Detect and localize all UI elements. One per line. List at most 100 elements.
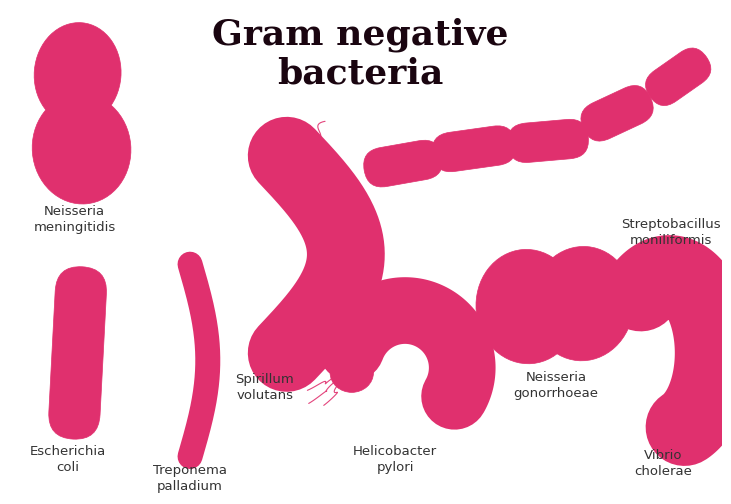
FancyBboxPatch shape: [545, 139, 551, 143]
Ellipse shape: [34, 23, 121, 125]
FancyBboxPatch shape: [584, 88, 650, 139]
FancyBboxPatch shape: [367, 142, 439, 185]
FancyBboxPatch shape: [648, 50, 708, 103]
FancyBboxPatch shape: [55, 284, 101, 422]
FancyBboxPatch shape: [56, 290, 99, 416]
Ellipse shape: [72, 67, 83, 81]
Ellipse shape: [542, 258, 624, 349]
FancyBboxPatch shape: [383, 152, 423, 175]
Ellipse shape: [345, 367, 358, 379]
Ellipse shape: [75, 71, 80, 77]
FancyBboxPatch shape: [518, 124, 578, 157]
FancyBboxPatch shape: [531, 132, 565, 150]
Ellipse shape: [78, 145, 85, 153]
FancyBboxPatch shape: [605, 104, 629, 122]
FancyBboxPatch shape: [599, 99, 635, 127]
FancyBboxPatch shape: [436, 128, 512, 170]
FancyBboxPatch shape: [675, 75, 681, 79]
Ellipse shape: [39, 101, 124, 197]
Ellipse shape: [37, 26, 118, 121]
FancyBboxPatch shape: [443, 132, 505, 166]
Ellipse shape: [504, 280, 551, 333]
Ellipse shape: [49, 40, 107, 108]
FancyBboxPatch shape: [53, 278, 102, 428]
FancyBboxPatch shape: [651, 53, 705, 101]
Ellipse shape: [531, 246, 634, 361]
Ellipse shape: [66, 60, 89, 88]
Ellipse shape: [36, 97, 128, 200]
Ellipse shape: [493, 269, 561, 345]
FancyBboxPatch shape: [61, 301, 95, 405]
Ellipse shape: [58, 123, 105, 174]
FancyBboxPatch shape: [453, 137, 495, 160]
FancyBboxPatch shape: [439, 130, 509, 168]
Ellipse shape: [507, 284, 548, 330]
Text: Escherichia
coli: Escherichia coli: [30, 445, 106, 474]
FancyBboxPatch shape: [58, 295, 96, 410]
FancyBboxPatch shape: [507, 119, 588, 162]
FancyBboxPatch shape: [659, 60, 697, 94]
FancyBboxPatch shape: [463, 143, 485, 155]
Text: Vibrio
cholerae: Vibrio cholerae: [635, 449, 692, 478]
FancyBboxPatch shape: [541, 137, 555, 145]
Ellipse shape: [480, 253, 575, 360]
Ellipse shape: [46, 36, 110, 111]
Ellipse shape: [555, 273, 610, 334]
Ellipse shape: [534, 250, 630, 357]
Ellipse shape: [60, 53, 95, 94]
Ellipse shape: [330, 353, 374, 393]
Ellipse shape: [510, 288, 545, 326]
FancyBboxPatch shape: [662, 62, 694, 91]
Text: Streptobacillus
moniliformis: Streptobacillus moniliformis: [621, 218, 721, 247]
FancyBboxPatch shape: [521, 127, 575, 155]
FancyBboxPatch shape: [76, 347, 80, 359]
FancyBboxPatch shape: [515, 123, 582, 159]
FancyBboxPatch shape: [390, 156, 416, 171]
FancyBboxPatch shape: [511, 121, 585, 161]
Text: Neisseria
meningitidis: Neisseria meningitidis: [34, 205, 115, 234]
Ellipse shape: [517, 295, 537, 318]
FancyBboxPatch shape: [387, 154, 420, 173]
FancyBboxPatch shape: [72, 336, 83, 370]
Text: Gram negative
bacteria: Gram negative bacteria: [213, 18, 509, 90]
FancyBboxPatch shape: [393, 158, 413, 169]
Ellipse shape: [496, 272, 558, 341]
FancyBboxPatch shape: [374, 146, 433, 181]
FancyBboxPatch shape: [538, 136, 558, 146]
FancyBboxPatch shape: [593, 95, 641, 132]
Ellipse shape: [562, 281, 603, 327]
Ellipse shape: [514, 291, 541, 322]
FancyBboxPatch shape: [446, 134, 502, 164]
Ellipse shape: [69, 134, 95, 163]
FancyBboxPatch shape: [66, 319, 89, 388]
FancyBboxPatch shape: [460, 141, 488, 156]
FancyBboxPatch shape: [74, 341, 81, 364]
Ellipse shape: [334, 357, 369, 389]
Ellipse shape: [476, 249, 579, 364]
Ellipse shape: [486, 261, 569, 352]
Ellipse shape: [500, 276, 555, 337]
Ellipse shape: [336, 359, 367, 387]
Ellipse shape: [349, 370, 354, 374]
FancyBboxPatch shape: [467, 145, 481, 153]
Ellipse shape: [62, 127, 102, 171]
Text: Neisseria
gonorrhoeae: Neisseria gonorrhoeae: [513, 370, 599, 400]
FancyBboxPatch shape: [664, 65, 692, 89]
FancyBboxPatch shape: [581, 86, 654, 141]
Ellipse shape: [63, 57, 92, 91]
Ellipse shape: [72, 138, 91, 160]
Ellipse shape: [43, 33, 113, 115]
Text: Helicobacter
pylori: Helicobacter pylori: [353, 445, 437, 474]
FancyBboxPatch shape: [670, 70, 686, 84]
FancyBboxPatch shape: [590, 92, 644, 134]
Ellipse shape: [69, 64, 86, 84]
FancyBboxPatch shape: [450, 136, 499, 162]
FancyBboxPatch shape: [457, 139, 491, 158]
Ellipse shape: [343, 365, 360, 381]
Ellipse shape: [524, 303, 531, 310]
Ellipse shape: [52, 116, 111, 182]
Ellipse shape: [520, 299, 534, 314]
Ellipse shape: [40, 29, 115, 118]
Ellipse shape: [49, 112, 115, 185]
FancyBboxPatch shape: [656, 57, 700, 96]
